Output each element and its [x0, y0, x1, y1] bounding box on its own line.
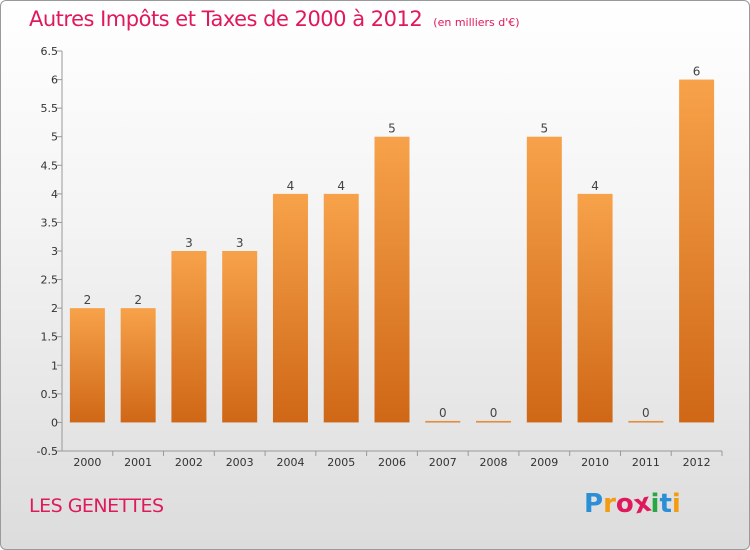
- y-tick-label: 4.5: [41, 159, 59, 172]
- bar: [222, 251, 258, 423]
- logo-letter: i: [671, 489, 681, 519]
- bar: [628, 420, 664, 423]
- y-tick-label: -0.5: [37, 445, 58, 458]
- y-tick-label: 6.5: [41, 45, 59, 58]
- bar: [374, 136, 410, 423]
- y-tick-label: 1.5: [41, 331, 59, 344]
- proxiti-logo[interactable]: Proxiti: [584, 488, 681, 521]
- y-tick-label: 3: [51, 245, 58, 258]
- chart-title: Autres Impôts et Taxes de 2000 à 2012: [29, 7, 423, 31]
- x-tick-label: 2010: [581, 456, 609, 469]
- data-label: 0: [490, 406, 498, 420]
- data-label: 0: [439, 406, 447, 420]
- bar: [476, 420, 512, 423]
- bar: [679, 79, 715, 423]
- data-label: 0: [642, 406, 650, 420]
- bar: [526, 136, 562, 423]
- bar: [171, 251, 207, 423]
- x-tick-label: 2006: [378, 456, 406, 469]
- x-tick-label: 2002: [175, 456, 203, 469]
- x-tick-label: 2004: [276, 456, 304, 469]
- bar: [425, 420, 461, 423]
- data-label: 5: [540, 122, 548, 136]
- y-tick-label: 5: [51, 131, 58, 144]
- chart-subtitle: (en milliers d'€): [433, 16, 520, 29]
- y-tick-label: 2.5: [41, 274, 59, 287]
- y-tick-label: 2: [51, 302, 58, 315]
- data-label: 4: [287, 179, 295, 193]
- logo-letter: i: [650, 489, 660, 519]
- logo-letter: t: [659, 489, 672, 519]
- x-tick-label: 2008: [480, 456, 508, 469]
- bar: [272, 193, 308, 423]
- data-label: 2: [134, 293, 142, 307]
- logo-letter: P: [584, 489, 604, 519]
- x-tick-label: 2000: [73, 456, 101, 469]
- title-row: Autres Impôts et Taxes de 2000 à 2012 (e…: [29, 7, 520, 31]
- x-tick-label: 2012: [683, 456, 711, 469]
- commune-name: LES GENETTES: [29, 495, 164, 517]
- data-label: 3: [236, 236, 244, 250]
- y-tick-label: 4: [51, 188, 58, 201]
- x-tick-label: 2005: [327, 456, 355, 469]
- x-tick-label: 2003: [226, 456, 254, 469]
- data-label: 5: [388, 122, 396, 136]
- logo-letter: o: [615, 489, 634, 519]
- y-tick-label: 5.5: [41, 102, 59, 115]
- data-label: 6: [693, 65, 701, 79]
- y-tick-label: 0.5: [41, 388, 59, 401]
- y-tick-label: 6: [51, 74, 58, 87]
- data-label: 2: [84, 293, 92, 307]
- bar: [323, 193, 359, 423]
- bar: [120, 308, 156, 423]
- x-tick-label: 2007: [429, 456, 457, 469]
- data-label: 3: [185, 236, 193, 250]
- x-tick-label: 2001: [124, 456, 152, 469]
- logo-letter: r: [603, 489, 616, 519]
- data-label: 4: [591, 179, 599, 193]
- bar: [69, 308, 105, 423]
- x-tick-label: 2011: [632, 456, 660, 469]
- x-tick-label: 2009: [530, 456, 558, 469]
- y-tick-label: 1: [51, 359, 58, 372]
- y-tick-label: 0: [51, 416, 58, 429]
- bar: [577, 193, 613, 423]
- data-label: 4: [337, 179, 345, 193]
- y-tick-label: 3.5: [41, 216, 59, 229]
